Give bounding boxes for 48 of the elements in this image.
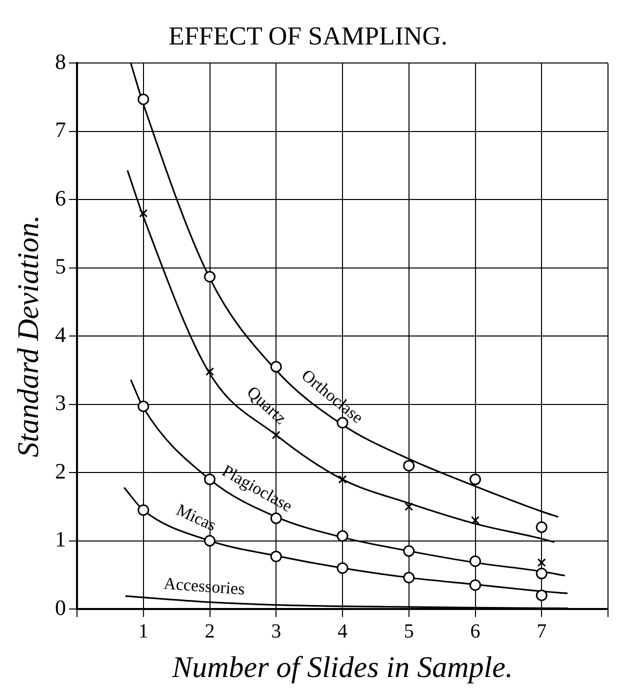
point [204,270,216,282]
x-tick-label: 7 [536,620,547,642]
y-tick-label: 1 [55,526,66,552]
y-tick-label: 8 [55,48,66,74]
point [270,512,282,524]
point [272,430,280,440]
y-tick-label: 7 [55,117,66,142]
point [138,400,150,412]
point [205,367,214,376]
point [536,521,548,533]
y-tick-label: 0 [55,594,66,620]
y-tick-label: 2 [55,458,66,484]
y-axis-title: Standard Deviation. [12,215,45,458]
point [336,562,348,574]
point [403,572,415,584]
y-tick-label: 6 [55,185,66,210]
point [536,568,548,580]
y-tick-label: 5 [55,254,66,279]
x-tick-label: 3 [271,620,282,642]
point [470,474,481,486]
x-tick-label: 5 [404,620,414,642]
point [138,504,150,516]
x-tick-label: 6 [470,620,480,642]
point [470,579,481,591]
point [537,558,546,567]
y-tick-label: 3 [55,390,66,416]
point [404,502,414,511]
point [270,550,282,562]
point [270,361,282,373]
point [139,209,148,218]
series-label: Accessories [163,574,246,599]
text: Micas [174,500,220,535]
point [204,474,216,486]
point [204,535,216,547]
y-tick-label: 4 [55,322,66,347]
point [336,530,348,542]
chart-title: EFFECT OF SAMPLING. [168,21,448,50]
point [470,555,481,567]
x-tick-label: 4 [338,620,348,642]
point [338,475,347,484]
x-tick-label: 1 [138,620,148,642]
x-tick-label: 2 [204,620,215,642]
point [403,460,415,472]
point [403,545,415,557]
point [470,516,480,525]
point [536,590,548,602]
x-axis-title: Number of Slides in Sample. [171,650,513,684]
point [138,94,150,106]
